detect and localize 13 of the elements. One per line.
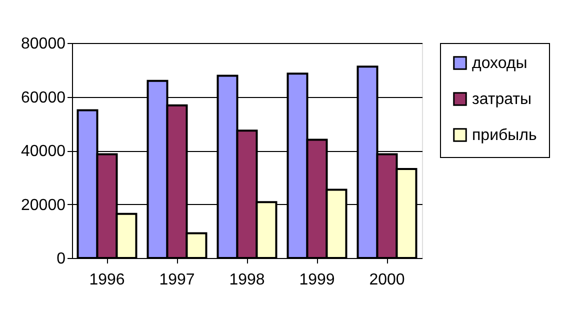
- x-tick-label: 1998: [229, 272, 265, 288]
- legend-label: доходы: [472, 55, 528, 72]
- y-tick-label: 0: [56, 250, 66, 268]
- y-tick-label: 40000: [21, 143, 66, 160]
- y-tick-label: 60000: [21, 89, 66, 106]
- y-tick-label: 20000: [21, 196, 66, 214]
- legend-label: затраты: [472, 91, 532, 108]
- x-tick-label: 1996: [89, 272, 125, 288]
- legend-label: прибыль: [472, 127, 537, 144]
- x-tick-label: 2000: [369, 272, 405, 288]
- x-tick-label: 1999: [299, 272, 335, 288]
- x-tick-label: 1997: [159, 272, 195, 288]
- y-tick-label: 80000: [21, 36, 66, 52]
